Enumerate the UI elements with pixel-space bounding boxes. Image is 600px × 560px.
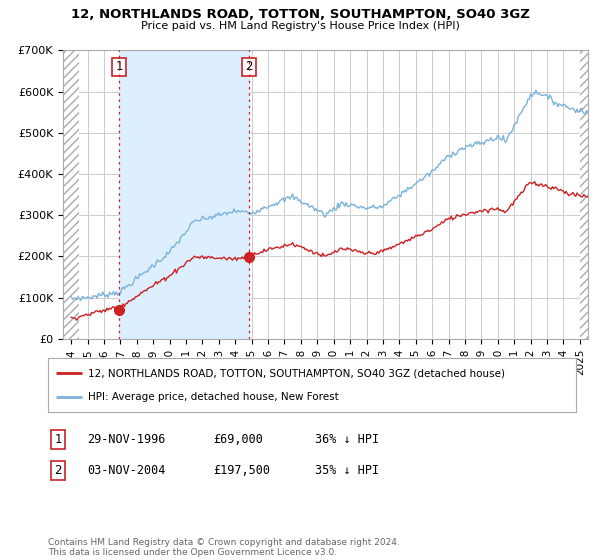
Text: 12, NORTHLANDS ROAD, TOTTON, SOUTHAMPTON, SO40 3GZ: 12, NORTHLANDS ROAD, TOTTON, SOUTHAMPTON… [71, 8, 529, 21]
Bar [580, 50, 596, 339]
Bar [63, 50, 79, 339]
Text: 03-NOV-2004: 03-NOV-2004 [87, 464, 166, 477]
Text: 2: 2 [55, 464, 62, 477]
Text: 1: 1 [55, 433, 62, 446]
Bar [119, 50, 249, 339]
Text: 12, NORTHLANDS ROAD, TOTTON, SOUTHAMPTON, SO40 3GZ (detached house): 12, NORTHLANDS ROAD, TOTTON, SOUTHAMPTON… [88, 368, 505, 379]
Text: Contains HM Land Registry data © Crown copyright and database right 2024.
This d: Contains HM Land Registry data © Crown c… [48, 538, 400, 557]
Text: 29-NOV-1996: 29-NOV-1996 [87, 433, 166, 446]
Text: 36% ↓ HPI: 36% ↓ HPI [315, 433, 379, 446]
Text: £197,500: £197,500 [213, 464, 270, 477]
Text: Price paid vs. HM Land Registry's House Price Index (HPI): Price paid vs. HM Land Registry's House … [140, 21, 460, 31]
Text: 35% ↓ HPI: 35% ↓ HPI [315, 464, 379, 477]
Text: HPI: Average price, detached house, New Forest: HPI: Average price, detached house, New … [88, 392, 338, 402]
Text: 2: 2 [245, 60, 253, 73]
Text: £69,000: £69,000 [213, 433, 263, 446]
Text: 1: 1 [115, 60, 122, 73]
